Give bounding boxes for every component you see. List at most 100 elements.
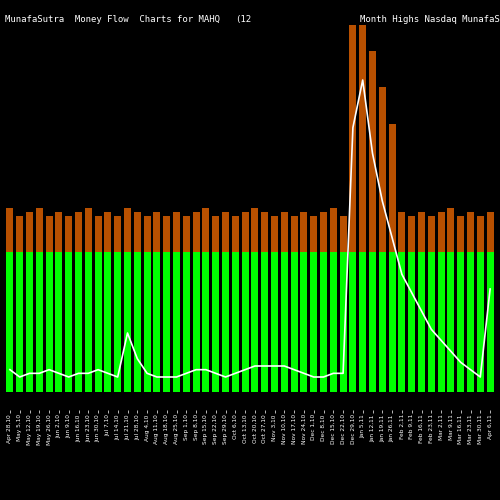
Bar: [330, 252, 337, 392]
Text: (12: (12: [235, 15, 251, 24]
Bar: [75, 212, 82, 252]
Bar: [144, 252, 150, 392]
Bar: [290, 216, 298, 252]
Bar: [369, 50, 376, 252]
Bar: [222, 252, 229, 392]
Bar: [16, 216, 23, 252]
Bar: [144, 216, 150, 252]
Bar: [114, 252, 121, 392]
Bar: [369, 252, 376, 392]
Bar: [85, 252, 92, 392]
Bar: [281, 252, 288, 392]
Bar: [310, 252, 317, 392]
Bar: [192, 212, 200, 252]
Bar: [192, 252, 200, 392]
Bar: [398, 212, 406, 252]
Bar: [114, 216, 121, 252]
Bar: [173, 252, 180, 392]
Bar: [232, 252, 239, 392]
Bar: [104, 252, 112, 392]
Bar: [448, 252, 454, 392]
Bar: [467, 212, 474, 252]
Bar: [212, 216, 219, 252]
Bar: [388, 252, 396, 392]
Bar: [477, 216, 484, 252]
Bar: [408, 252, 415, 392]
Bar: [6, 252, 14, 392]
Bar: [457, 252, 464, 392]
Bar: [46, 252, 52, 392]
Bar: [104, 212, 112, 252]
Bar: [398, 252, 406, 392]
Bar: [418, 212, 425, 252]
Bar: [418, 252, 425, 392]
Bar: [183, 216, 190, 252]
Bar: [202, 208, 209, 252]
Bar: [477, 252, 484, 392]
Bar: [6, 208, 14, 252]
Bar: [261, 212, 268, 252]
Bar: [202, 252, 209, 392]
Bar: [16, 252, 23, 392]
Bar: [222, 212, 229, 252]
Bar: [388, 124, 396, 252]
Bar: [26, 212, 33, 252]
Bar: [271, 252, 278, 392]
Bar: [320, 252, 327, 392]
Bar: [65, 216, 72, 252]
Bar: [134, 212, 141, 252]
Bar: [271, 216, 278, 252]
Bar: [379, 252, 386, 392]
Bar: [36, 208, 43, 252]
Bar: [242, 252, 248, 392]
Bar: [428, 216, 435, 252]
Bar: [134, 252, 141, 392]
Bar: [65, 252, 72, 392]
Bar: [163, 216, 170, 252]
Bar: [85, 208, 92, 252]
Bar: [408, 216, 415, 252]
Bar: [457, 216, 464, 252]
Bar: [26, 252, 33, 392]
Bar: [36, 252, 43, 392]
Bar: [330, 208, 337, 252]
Bar: [252, 208, 258, 252]
Bar: [467, 252, 474, 392]
Bar: [448, 208, 454, 252]
Bar: [163, 252, 170, 392]
Bar: [320, 212, 327, 252]
Bar: [281, 212, 288, 252]
Bar: [261, 252, 268, 392]
Text: Month Highs Nasdaq MunafaSutra.com: Month Highs Nasdaq MunafaSutra.com: [360, 15, 500, 24]
Bar: [75, 252, 82, 392]
Bar: [379, 88, 386, 252]
Bar: [94, 216, 102, 252]
Bar: [46, 216, 52, 252]
Bar: [359, 252, 366, 392]
Bar: [428, 252, 435, 392]
Bar: [242, 212, 248, 252]
Bar: [486, 212, 494, 252]
Bar: [340, 216, 346, 252]
Bar: [300, 252, 308, 392]
Bar: [212, 252, 219, 392]
Bar: [350, 14, 356, 252]
Bar: [252, 252, 258, 392]
Bar: [183, 252, 190, 392]
Bar: [56, 212, 62, 252]
Bar: [154, 212, 160, 252]
Bar: [300, 212, 308, 252]
Bar: [350, 252, 356, 392]
Bar: [486, 252, 494, 392]
Bar: [290, 252, 298, 392]
Bar: [359, 0, 366, 252]
Bar: [310, 216, 317, 252]
Bar: [340, 252, 346, 392]
Bar: [438, 212, 444, 252]
Bar: [232, 216, 239, 252]
Bar: [124, 208, 131, 252]
Bar: [124, 252, 131, 392]
Bar: [173, 212, 180, 252]
Bar: [438, 252, 444, 392]
Text: MunafaSutra  Money Flow  Charts for MAHQ: MunafaSutra Money Flow Charts for MAHQ: [5, 15, 220, 24]
